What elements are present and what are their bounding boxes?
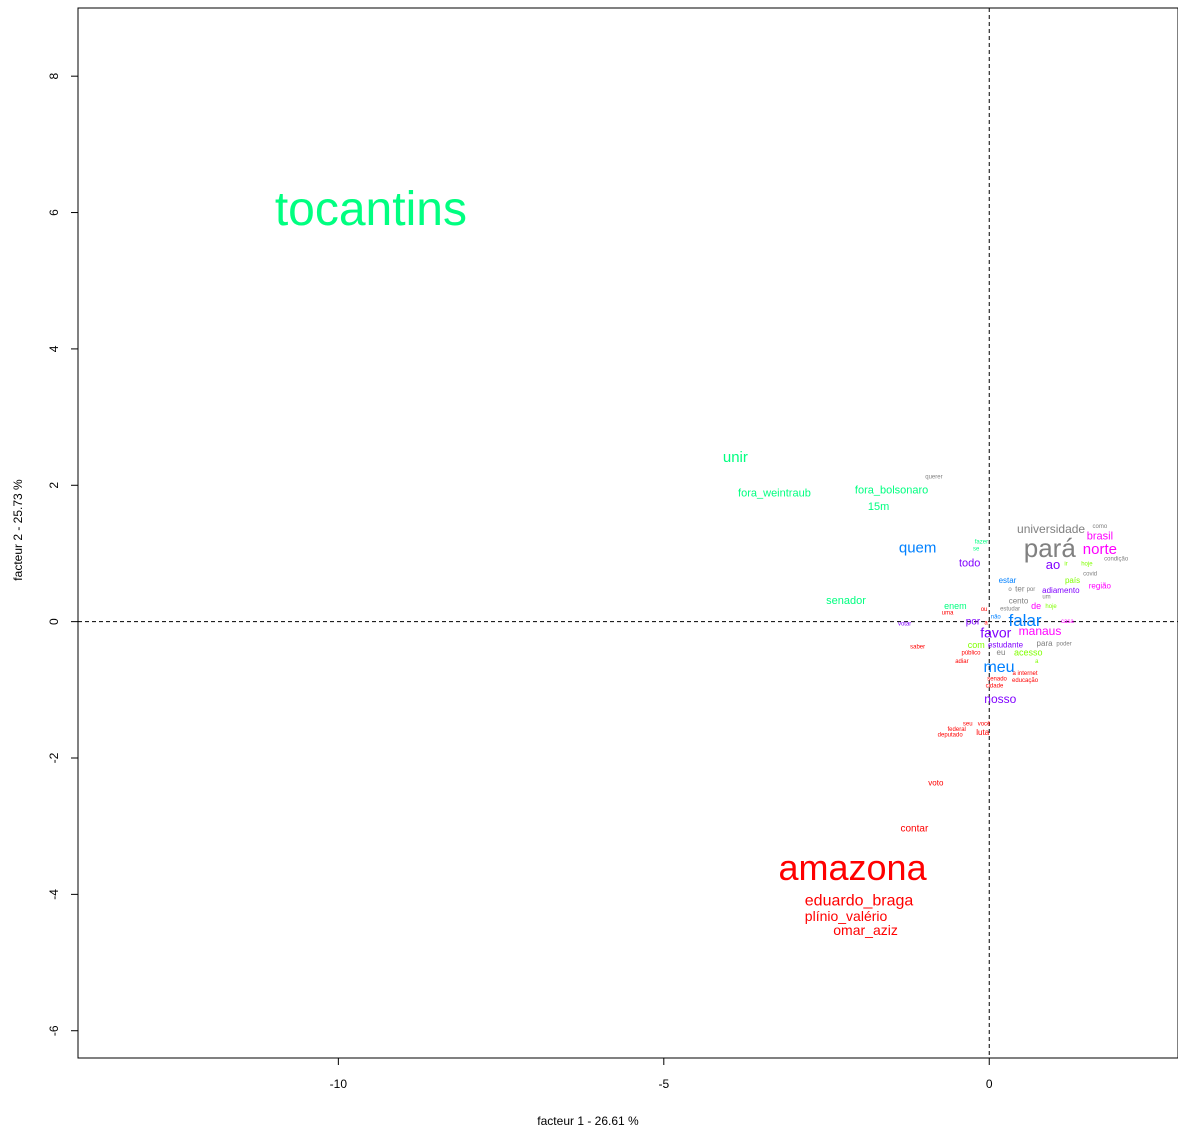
word-point: seu — [963, 721, 973, 727]
word-point: fora_bolsonaro — [855, 485, 928, 497]
word-point: quem — [899, 540, 937, 557]
word-point: covid — [1083, 571, 1097, 577]
y-axis: -6 -4 -2 0 2 4 6 8 — [47, 73, 78, 1036]
word-point: para — [1037, 639, 1054, 648]
word-point: por — [1027, 587, 1036, 593]
word-point: uma — [942, 610, 954, 616]
word-point: a — [984, 621, 988, 627]
word-point: votar — [898, 621, 911, 627]
word-point: 15m — [868, 501, 889, 513]
x-tick-label: 0 — [986, 1077, 993, 1091]
word-point: ter — [1015, 585, 1025, 594]
word-point: amazona — [779, 847, 928, 888]
word-point: estudar — [1000, 606, 1020, 612]
word-point: eduardo_braga — [805, 892, 914, 909]
word-point: como — [1093, 524, 1108, 530]
word-point: cento — [1009, 596, 1029, 605]
y-tick-label: 0 — [47, 618, 61, 625]
word-point: hoje — [1081, 561, 1093, 567]
word-point: fora_weintraub — [738, 487, 811, 499]
y-axis-label: facteur 2 - 25.73 % — [11, 479, 25, 581]
word-point: de — [1031, 601, 1041, 611]
word-point: você — [978, 721, 991, 727]
word-point: ou — [981, 607, 988, 613]
word-point: público — [962, 651, 982, 657]
word-point: unir — [723, 449, 748, 466]
word-point: deputado — [938, 732, 964, 738]
y-tick-label: -4 — [47, 889, 61, 900]
word-point: a — [1035, 659, 1039, 665]
reference-lines — [78, 8, 1178, 1058]
word-point: hoje — [1045, 604, 1057, 610]
word-point: universidade — [1017, 522, 1085, 536]
word-point: o — [1008, 587, 1012, 593]
y-tick-label: -2 — [47, 752, 61, 763]
word-point: adiamento — [1042, 586, 1080, 595]
word-point: eu — [997, 648, 1006, 657]
word-point: por — [966, 616, 981, 627]
word-point: cidade — [986, 683, 1004, 689]
y-tick-label: 8 — [47, 73, 61, 80]
word-point: norte — [1083, 541, 1117, 558]
word-point: contar — [900, 824, 928, 835]
word-point: estar — [999, 576, 1017, 585]
word-point: tocantins — [275, 183, 467, 236]
word-point: um — [1042, 595, 1050, 601]
y-tick-label: 6 — [47, 209, 61, 216]
word-point: voto — [928, 778, 944, 787]
word-point: condição — [1104, 556, 1129, 562]
word-point: casa — [1061, 619, 1074, 625]
word-point: luta — [976, 728, 989, 737]
word-point: não — [991, 614, 1002, 620]
word-point: ir — [1064, 561, 1067, 567]
word-point: falar — [1009, 611, 1042, 630]
word-point: acesso — [1014, 647, 1043, 657]
x-tick-label: -5 — [658, 1077, 669, 1091]
word-point: todo — [959, 558, 980, 570]
word-point: manaus — [1019, 624, 1062, 638]
x-axis: -10 -5 0 — [330, 1058, 993, 1091]
x-tick-label: -10 — [330, 1077, 348, 1091]
word-point: senador — [826, 595, 866, 607]
word-point: nosso — [984, 692, 1016, 706]
x-axis-label: facteur 1 - 26.61 % — [537, 1114, 639, 1128]
word-point: com — [968, 640, 985, 650]
plot-frame — [77, 7, 1178, 1059]
word-point: plínio_valério — [805, 908, 888, 924]
y-tick-label: 2 — [47, 482, 61, 489]
word-point: favor — [980, 625, 1011, 641]
y-tick-label: 4 — [47, 345, 61, 352]
word-point: educação — [1012, 678, 1039, 684]
word-point: querer — [925, 475, 942, 481]
word-point: brasil — [1087, 530, 1113, 542]
word-point: poder — [1056, 642, 1071, 648]
word-point: ao — [1046, 557, 1060, 572]
word-point: federal — [948, 727, 966, 733]
word-point: pará — [1024, 533, 1077, 563]
word-point: a internet — [1013, 671, 1038, 677]
word-point: meu — [983, 659, 1014, 676]
word-point: saber — [910, 644, 925, 650]
word-point: país — [1065, 576, 1080, 585]
word-point: se — [973, 546, 980, 552]
word-point: estudante — [988, 641, 1024, 650]
word-point: fazer — [975, 539, 988, 545]
word-layer: tocantins unir fora_weintraub fora_bolsonar… — [275, 183, 1129, 938]
word-point: adiar — [955, 659, 968, 665]
y-tick-label: -6 — [47, 1025, 61, 1036]
word-point: senado — [987, 676, 1007, 682]
word-point: omar_aziz — [833, 922, 898, 938]
word-point: enem — [944, 601, 967, 611]
word-point: região — [1089, 581, 1112, 590]
